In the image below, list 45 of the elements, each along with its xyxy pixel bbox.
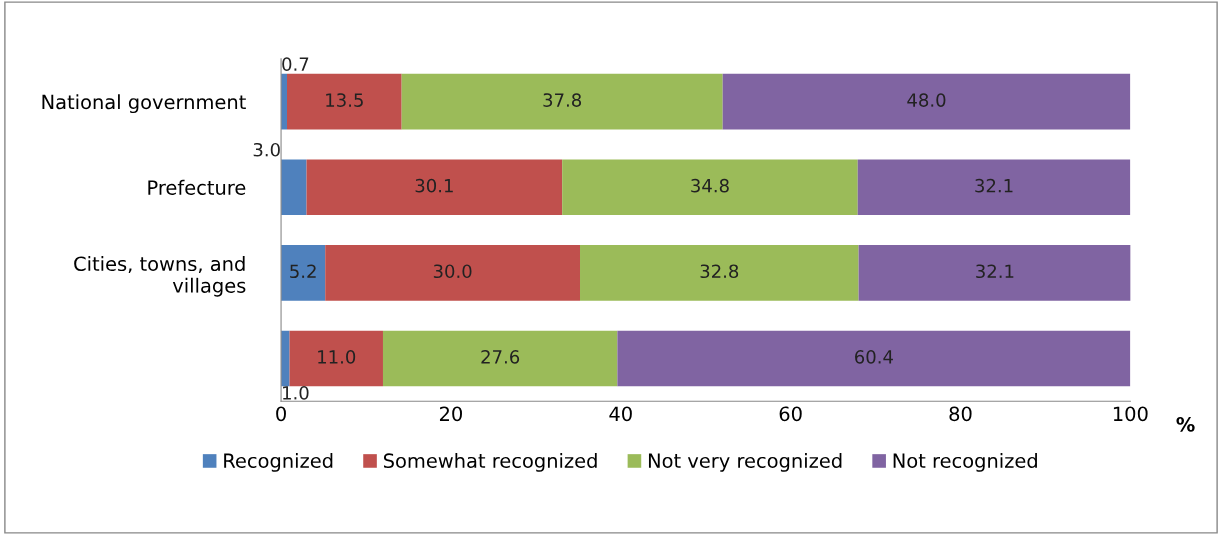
bar	[287, 73, 402, 130]
bar	[857, 159, 1131, 216]
bar	[580, 245, 859, 301]
legend-label: Not very recognized	[648, 452, 842, 472]
data-label: 30.1	[415, 178, 453, 193]
bar	[325, 245, 581, 301]
data-label: 3.0	[253, 142, 280, 157]
x-tick-label: 40	[609, 406, 632, 422]
data-label: 27.6	[481, 350, 520, 364]
bar	[401, 73, 723, 130]
x-axis-title: %	[1176, 417, 1195, 432]
bar	[281, 330, 290, 387]
bar	[281, 159, 307, 216]
y-tick-label: Prefecture	[148, 179, 246, 195]
bar	[281, 245, 326, 301]
data-label: 32.1	[975, 178, 1013, 193]
legend-label: Not recognized	[893, 452, 1037, 472]
x-tick-label: 80	[949, 406, 972, 422]
legend-label: Somewhat recognized	[383, 452, 597, 472]
data-label: 0.7	[282, 57, 309, 71]
bar	[617, 330, 1131, 387]
x-tick-label: 100	[1113, 406, 1148, 422]
data-label: 60.4	[855, 350, 893, 364]
bar	[858, 245, 1131, 301]
y-tick-label: Cities, towns, and villages	[74, 256, 246, 297]
data-label: 32.8	[700, 264, 739, 279]
data-label: 48.0	[907, 93, 946, 107]
bar	[382, 330, 618, 387]
data-label: 1.0	[283, 385, 309, 400]
data-label: 32.1	[976, 264, 1014, 279]
data-label: 5.2	[290, 264, 316, 279]
x-tick-label: 60	[779, 406, 802, 422]
data-label: 11.0	[318, 350, 356, 364]
y-tick-label: National government	[42, 94, 246, 114]
bar	[722, 73, 1131, 130]
x-tick-label: 20	[439, 406, 462, 422]
bar	[289, 330, 383, 387]
bar	[306, 159, 563, 216]
legend-label: Recognized	[224, 452, 333, 472]
data-label: 13.5	[326, 93, 363, 107]
x-tick-label: 0	[276, 406, 286, 422]
data-label: 30.0	[433, 264, 472, 279]
bar	[562, 159, 858, 216]
data-label: 37.8	[543, 93, 582, 107]
data-label: 34.8	[691, 178, 729, 193]
